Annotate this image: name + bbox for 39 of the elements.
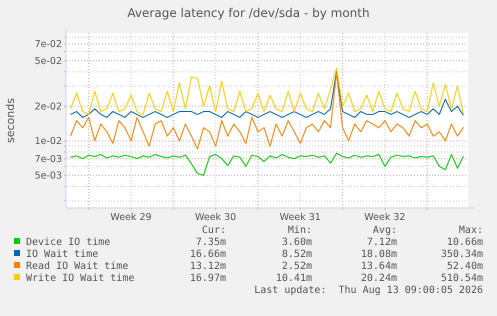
y-tick-label: 7e-03 [34,154,62,165]
text: 350.34m [440,249,483,260]
y-tick-label: 7e-02 [34,39,62,50]
x-tick-label: Week 32 [364,212,406,223]
text: 7.12m [366,237,397,248]
x-tick-label: Week 29 [110,212,152,223]
text: 18.08m [360,249,397,260]
text: 3.60m [282,237,312,248]
legend-label: Device IO time [26,237,110,248]
y-tick-label: 2e-02 [34,102,62,113]
text: Last update: Thu Aug 13 09:00:05 2026 [254,285,483,296]
text: 10.41m [276,273,312,284]
text: 52.40m [446,261,483,272]
text: 16.97m [190,273,226,284]
legend-label: Read IO Wait time [26,261,128,272]
x-tick-label: Week 31 [280,212,321,223]
y-tick-label: 1e-02 [34,136,62,148]
x-tick-label: Week 30 [195,212,236,223]
text: 16.66m [190,249,226,260]
text: Avg: [372,225,397,236]
text: Cur: [202,225,226,236]
legend-label: Write IO Wait time [26,273,134,284]
text: 10.66m [446,237,483,248]
legend-label: IO Wait time [26,249,98,260]
text: Max: [458,225,483,236]
text: Min: [288,225,312,236]
text: 20.24m [360,273,397,284]
text: 510.54m [440,273,483,284]
chart-title: Average latency for /dev/sda - by month [127,6,370,20]
line-series [70,152,464,176]
text: 7.35m [196,237,226,248]
line-series [70,72,464,150]
y-tick-label: 5e-03 [34,170,62,182]
y-axis-title: seconds [4,98,17,143]
text: 13.64m [360,261,397,272]
text: 8.52m [282,249,312,260]
text: 13.12m [190,261,226,272]
y-tick-label: 5e-02 [34,56,62,67]
text: 2.52m [282,261,312,272]
